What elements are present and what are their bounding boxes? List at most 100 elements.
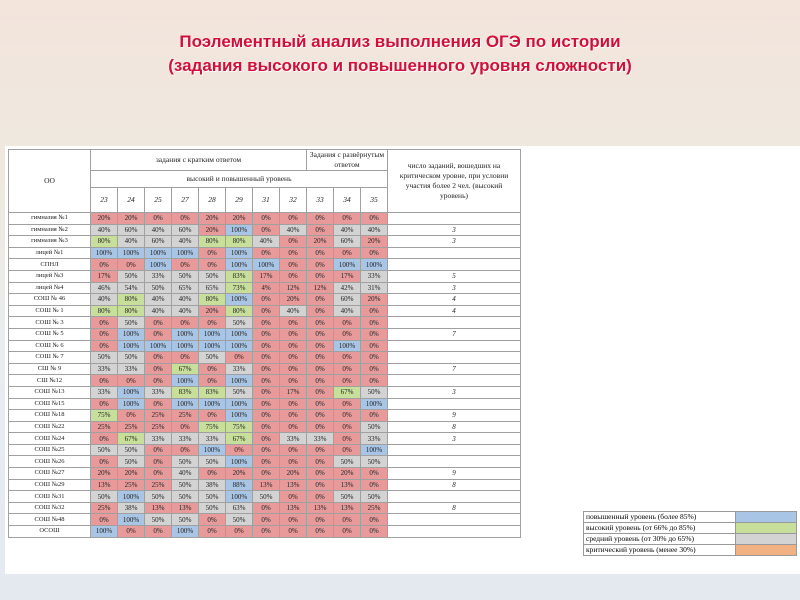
percent-cell: 50% (90, 443, 118, 457)
percent-cell: 0% (198, 409, 226, 422)
percent-cell: 0% (252, 246, 280, 260)
percent-cell: 0% (252, 455, 280, 469)
percent-cell: 40% (279, 304, 307, 318)
title-line-2: (задания высокого и повышенного уровня с… (168, 56, 632, 75)
percent-cell: 100% (198, 339, 226, 353)
percent-cell: 33% (144, 432, 172, 445)
critical-count: 8 (387, 478, 521, 492)
percent-cell: 100% (90, 525, 118, 538)
percent-cell: 12% (279, 281, 307, 295)
percent-cell: 33% (117, 362, 145, 376)
legend-item: критический уровень (менее 30%) (583, 544, 797, 556)
percent-cell: 0% (306, 420, 334, 434)
task-number-header: 29 (225, 187, 253, 213)
percent-cell: 0% (279, 351, 307, 364)
percent-cell: 50% (333, 455, 361, 469)
percent-cell: 0% (306, 258, 334, 271)
legend-label: критический уровень (менее 30%) (583, 544, 736, 556)
percent-cell: 100% (117, 490, 145, 503)
percent-cell: 100% (333, 258, 361, 271)
table-row: СОШ № 7 50% 50% 0% 0% 50% 0% 0% 0% 0% 0% 0% (8, 351, 521, 364)
school-name: СОШ № 46 (8, 293, 91, 306)
percent-cell: 0% (306, 223, 334, 237)
percent-cell: 20% (360, 293, 388, 306)
percent-cell: 33% (279, 432, 307, 445)
percent-cell: 0% (306, 443, 334, 457)
percent-cell: 0% (333, 397, 361, 411)
percent-cell: 0% (252, 316, 280, 329)
percent-cell: 50% (198, 351, 226, 364)
percent-cell: 83% (225, 269, 253, 283)
percent-cell: 100% (144, 258, 172, 271)
critical-count (387, 525, 521, 538)
critical-count (387, 513, 521, 527)
percent-cell: 50% (360, 490, 388, 503)
critical-count: 7 (387, 327, 521, 341)
percent-cell: 100% (225, 258, 253, 271)
percent-cell: 0% (279, 258, 307, 271)
percent-cell: 25% (360, 501, 388, 515)
percent-cell: 60% (144, 235, 172, 248)
percent-cell: 40% (171, 293, 199, 306)
percent-cell: 13% (306, 501, 334, 515)
percent-cell: 0% (279, 420, 307, 434)
percent-cell: 0% (360, 525, 388, 538)
legend-item: средний уровень (от 30% до 65%) (583, 533, 797, 545)
percent-cell: 0% (306, 327, 334, 341)
percent-cell: 50% (117, 455, 145, 469)
percent-cell: 0% (144, 212, 172, 225)
percent-cell: 0% (198, 374, 226, 387)
percent-cell: 0% (279, 443, 307, 457)
percent-cell: 50% (171, 513, 199, 527)
percent-cell: 0% (279, 397, 307, 411)
percent-cell: 0% (252, 293, 280, 306)
school-name: СОШ №18 (8, 409, 91, 422)
task-number-header: 27 (171, 187, 199, 213)
percent-cell: 40% (333, 223, 361, 237)
percent-cell: 0% (90, 339, 118, 353)
percent-cell: 40% (360, 223, 388, 237)
percent-cell: 0% (252, 397, 280, 411)
percent-cell: 0% (171, 443, 199, 457)
legend: повышенный уровень (более 85%) высокий ур… (583, 511, 797, 556)
percent-cell: 83% (198, 385, 226, 399)
percent-cell: 0% (360, 246, 388, 260)
percent-cell: 0% (333, 351, 361, 364)
percent-cell: 0% (306, 362, 334, 376)
percent-cell: 100% (225, 246, 253, 260)
percent-cell: 50% (117, 351, 145, 364)
percent-cell: 50% (117, 443, 145, 457)
percent-cell: 73% (225, 281, 253, 295)
percent-cell: 0% (333, 525, 361, 538)
percent-cell: 40% (90, 293, 118, 306)
percent-cell: 0% (144, 374, 172, 387)
percent-cell: 40% (279, 223, 307, 237)
task-number-header: 34 (333, 187, 361, 213)
long-answer-header: Задания с развёрнутым ответом (306, 149, 388, 171)
percent-cell: 0% (198, 362, 226, 376)
percent-cell: 13% (252, 478, 280, 492)
percent-cell: 0% (360, 212, 388, 225)
percent-cell: 33% (90, 362, 118, 376)
table-row: СОШ №13 33% 100% 33% 83% 83% 50% 0% 17% 0% 67% 50% 3 (8, 385, 521, 399)
school-name: СОШ № 5 (8, 327, 91, 341)
percent-cell: 0% (252, 501, 280, 515)
title-line-1: Поэлементный анализ выполнения ОГЭ по ис… (179, 32, 621, 51)
table-row: гимназия №2 40% 60% 40% 60% 20% 100% 0% 40% 0% 40%… (8, 223, 521, 237)
percent-cell: 67% (117, 432, 145, 445)
percent-cell: 33% (144, 385, 172, 399)
critical-count (387, 455, 521, 469)
percent-cell: 60% (333, 293, 361, 306)
table-row: СШ № 9 33% 33% 0% 67% 0% 33% 0% 0% 0% 0% 0% 7 (8, 362, 521, 376)
percent-cell: 0% (360, 467, 388, 480)
percent-cell: 0% (252, 362, 280, 376)
percent-cell: 0% (360, 351, 388, 364)
percent-cell: 80% (198, 293, 226, 306)
percent-cell: 0% (252, 513, 280, 527)
task-number-header: 24 (117, 187, 145, 213)
percent-cell: 67% (225, 432, 253, 445)
task-number-header: 28 (198, 187, 226, 213)
percent-cell: 20% (198, 304, 226, 318)
percent-cell: 0% (306, 455, 334, 469)
percent-cell: 0% (306, 478, 334, 492)
